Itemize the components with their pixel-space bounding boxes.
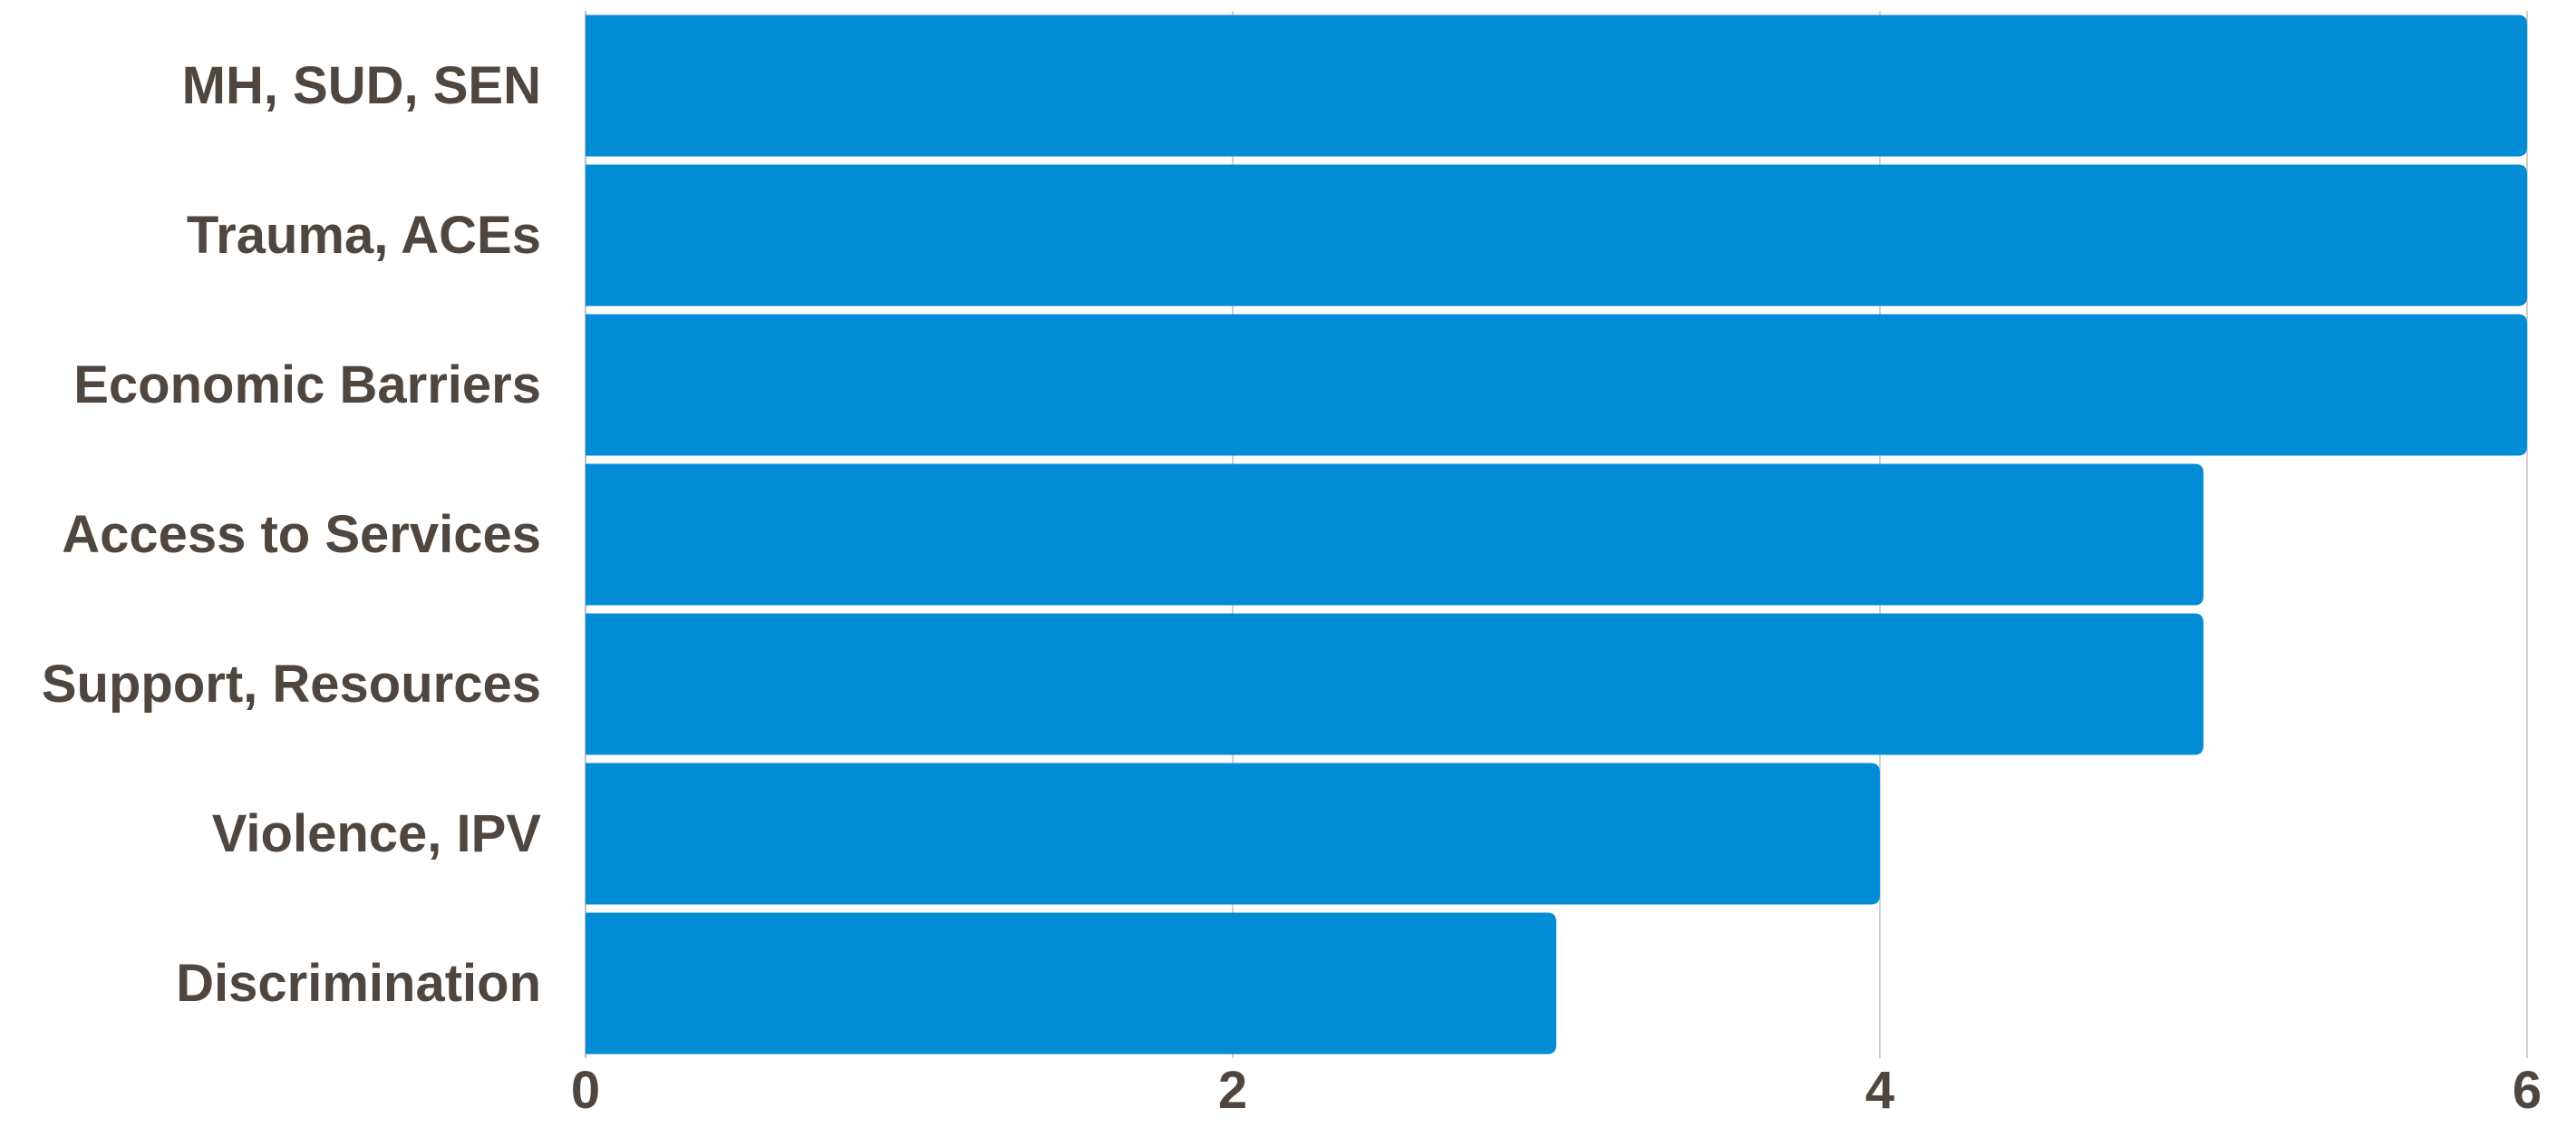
category-label: Access to Services	[62, 505, 541, 564]
category-label: Discrimination	[176, 954, 541, 1013]
bar	[586, 15, 2527, 157]
category-label: Support, Resources	[42, 655, 541, 714]
x-axis-ticks: 0 2 4 6	[571, 1061, 2542, 1120]
bars	[586, 15, 2527, 1055]
x-tick-label: 4	[1865, 1061, 1894, 1120]
category-labels: MH, SUD, SEN Trauma, ACEs Economic Barrier…	[42, 56, 541, 1013]
bar	[586, 463, 2203, 606]
x-tick-label: 0	[571, 1061, 600, 1120]
x-tick-label: 6	[2513, 1061, 2542, 1120]
category-label: MH, SUD, SEN	[182, 56, 541, 115]
bar	[586, 164, 2527, 306]
bar	[586, 613, 2203, 755]
bar	[586, 314, 2527, 456]
bar	[586, 763, 1880, 905]
category-label: Violence, IPV	[212, 804, 542, 863]
category-label: Trauma, ACEs	[187, 206, 541, 265]
x-tick-label: 2	[1218, 1061, 1247, 1120]
category-label: Economic Barriers	[73, 355, 541, 414]
bar	[586, 912, 1556, 1055]
